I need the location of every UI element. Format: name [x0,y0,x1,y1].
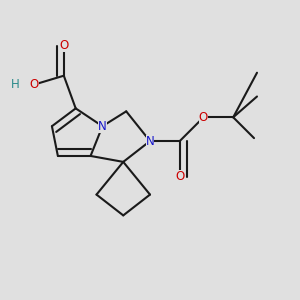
Text: O: O [59,40,68,52]
Text: N: N [146,135,154,148]
Text: O: O [199,111,208,124]
Text: H: H [11,78,19,91]
Text: N: N [98,120,107,133]
Text: O: O [29,78,39,91]
Text: O: O [175,170,184,183]
